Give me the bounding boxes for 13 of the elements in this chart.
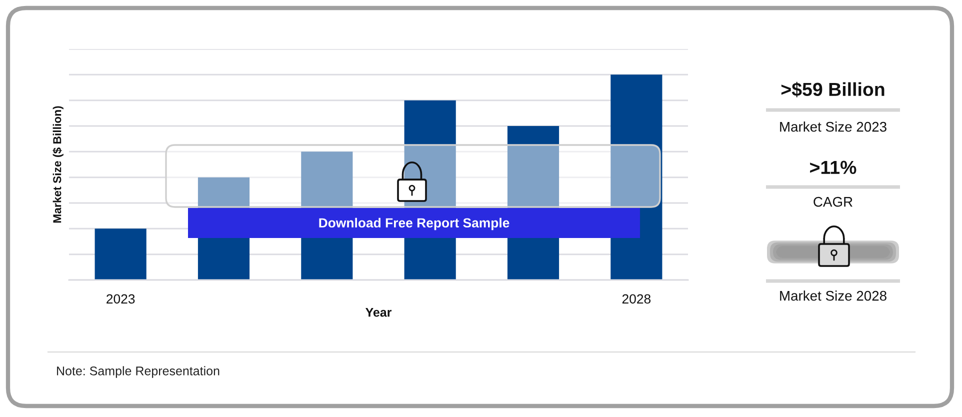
text: Market Size 2023 — [780, 122, 886, 132]
annotation: Download Free Report Sample — [319, 218, 510, 230]
x-axis-title: Year — [366, 308, 392, 317]
x-tick-label: 2023 — [106, 294, 135, 304]
text: Note: Sample Representation — [57, 366, 220, 378]
y-axis-title: Market Size ($ Billion) — [52, 106, 64, 223]
bar — [94, 228, 146, 280]
text: Market Size 2028 — [780, 290, 886, 301]
x-tick-label: 2028 — [622, 294, 651, 304]
text: CAGR — [814, 196, 852, 207]
bar — [610, 74, 662, 280]
text: >$59 Billion — [781, 82, 884, 98]
text: >11% — [810, 160, 856, 174]
